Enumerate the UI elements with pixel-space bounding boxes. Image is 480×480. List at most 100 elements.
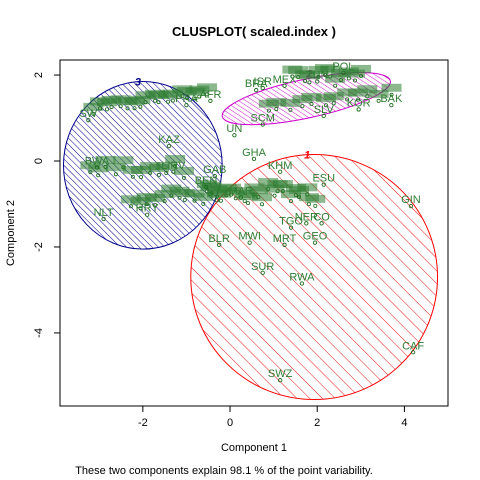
point-marker [247,240,252,245]
point-label: BRA [245,78,268,90]
filler-point [237,192,258,206]
point-label: KHM [268,160,292,172]
point-bwa: BWA [85,155,110,170]
point-label: TUN [306,69,329,81]
cluster-ellipses: 123 [62,68,439,401]
point-nlt: NLT [94,207,114,222]
point-marker [203,184,209,189]
filler-point [323,92,344,106]
point-label: HRY [136,203,160,215]
point-marker [232,133,237,138]
point-pra: PRA [175,93,198,108]
point-marker [389,102,394,108]
cluster-ellipse-1 [190,154,439,401]
point-marker [341,70,346,76]
x-tick-label: 0 [227,417,233,429]
point-rwa: RWA [289,272,315,286]
point-marker [254,87,259,93]
filler-point [154,190,175,204]
point-marker [282,242,287,247]
point-marker [319,221,324,226]
point-marker [278,378,283,383]
point-label: KAZ [158,134,180,146]
point-label: SLV [314,104,335,116]
variability-caption: These two components explain 98.1 % of t… [75,465,373,477]
point-tgo: TGO [279,216,303,230]
point-gha: GHA [242,147,267,162]
point-marker [145,212,150,217]
point-marker [212,173,217,179]
point-marker [321,113,326,119]
point-label: BEN [195,175,218,187]
point-hry: HRY [136,203,160,217]
point-khm: KHM [268,160,292,174]
point-label: MWI [238,231,261,243]
filler-point [351,64,372,78]
point-label: NER [295,211,318,223]
y-tick-label: 2 [33,72,45,78]
point-label: SUR [251,261,274,273]
point-label: LIRV [161,160,186,172]
point-blr: BLR [208,233,230,247]
point-bak: BAK [380,93,403,108]
x-tick-label: 2 [314,417,320,429]
x-axis-label: Component 1 [221,442,287,454]
point-marker [410,350,416,355]
point-gin: GIN [401,194,421,209]
point-label: GIN [401,194,421,206]
point-mrt: MRT [273,233,297,247]
point-kaz: KAZ [158,134,180,149]
point-un: UN [226,123,242,138]
filler-point [280,190,301,204]
point-ben: BEN [195,175,218,189]
point-sw: SW [79,108,98,123]
filler-point [345,69,366,83]
point-mex: MEX [273,74,298,88]
point-marker [304,221,309,226]
point-marker [278,169,283,174]
point-isr: ISR [254,76,272,91]
point-label: NLT [94,207,114,219]
plot-frame [59,59,449,407]
point-label: ESU [312,173,335,185]
point-label: AFR [199,89,221,101]
point-label: ISR [254,76,272,88]
filler-point [280,98,301,112]
point-label: BAK [380,93,403,105]
filler-point [105,163,126,177]
point-co: CO [313,211,330,226]
point-label: CO [313,211,330,223]
point-marker [315,79,320,84]
point-marker [171,169,176,174]
point-marker [216,242,222,247]
filler-point [266,98,287,112]
filler-point [325,74,346,88]
point-sur: SUR [251,261,274,275]
point-scm: SCM [250,112,275,127]
point-label: GHA [242,147,267,159]
filler-point [173,166,194,180]
point-label: SCM [250,112,274,124]
y-tick-label: -4 [33,328,45,338]
point-marker [208,98,213,103]
point-label: GAB [203,164,226,176]
point-label: SW [79,108,97,120]
filler-point [368,89,389,103]
point-lirv: LIRV [161,160,186,174]
filler-point [162,89,183,103]
point-label: BWA [85,155,110,167]
point-marker [288,225,294,230]
point-swz: SWZ [268,368,293,383]
point-label: PRA [175,93,198,105]
point-label: RWA [289,272,315,284]
point-geo: GEO [303,231,328,245]
point-marker [166,143,172,149]
point-label: MEX [273,74,298,86]
point-esu: ESU [312,173,335,187]
point-gab: GAB [203,164,226,179]
filler-point [305,194,326,208]
filler-point [210,189,231,203]
point-kor: KOR [347,97,371,112]
point-label: BLR [208,233,229,245]
